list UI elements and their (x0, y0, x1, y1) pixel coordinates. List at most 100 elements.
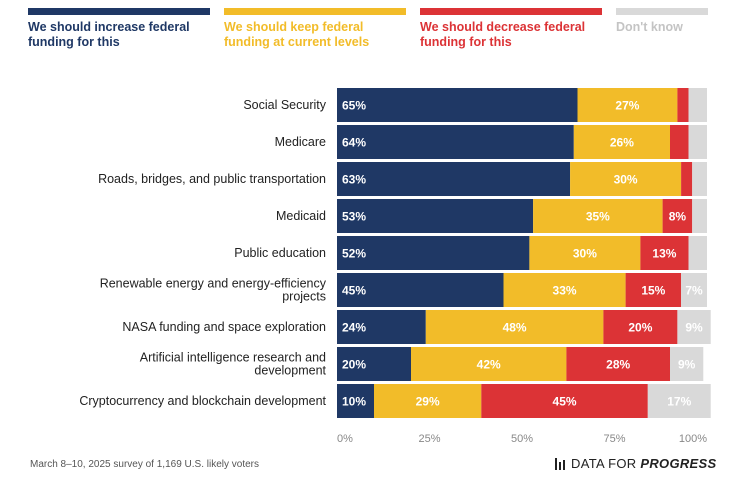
category-label-line: Medicare (275, 135, 326, 149)
bar-value-label: 10% (342, 395, 366, 409)
legend-label: We should decrease federal funding for t… (420, 20, 586, 49)
category-label-line: Cryptocurrency and blockchain developmen… (79, 394, 326, 408)
x-tick-label: 50% (511, 433, 533, 445)
brand-logo: DATA FOR PROGRESS (555, 456, 716, 471)
bar-segment (337, 384, 374, 418)
category-label-line: projects (282, 290, 326, 304)
bar-segment (662, 199, 693, 233)
bar-segment (411, 347, 567, 381)
bar-value-label: 48% (503, 321, 527, 335)
bar-chart-icon (555, 458, 565, 470)
brand-prefix: DATA FOR (571, 456, 641, 471)
bar-segment (688, 236, 707, 270)
bar-value-label: 30% (614, 173, 638, 187)
bar-segment (337, 125, 574, 159)
x-tick-label: 0% (337, 433, 353, 445)
category-label-line: NASA funding and space exploration (122, 320, 326, 334)
brand-emphasis: PROGRESS (640, 456, 717, 471)
bar-value-label: 53% (342, 210, 366, 224)
bar-value-label: 42% (477, 358, 501, 372)
category-label-line: Social Security (243, 98, 326, 112)
legend: We should increase federal funding for t… (28, 8, 718, 68)
x-tick-label: 100% (679, 433, 707, 445)
bar-segment (481, 384, 648, 418)
legend-swatch (28, 8, 210, 15)
bar-segment (337, 199, 534, 233)
legend-item-decrease: We should decrease federal funding for t… (420, 8, 602, 50)
legend-label: We should keep federal funding at curren… (224, 20, 370, 49)
bar-value-label: 35% (586, 210, 610, 224)
bar-value-label: 33% (553, 284, 577, 298)
bar-value-label: 45% (553, 395, 577, 409)
bar-value-label: 29% (416, 395, 440, 409)
category-label: Cryptocurrency and blockchain developmen… (79, 394, 326, 408)
bar-value-label: 28% (606, 358, 630, 372)
bar-value-label: 7% (685, 284, 703, 298)
bar-segment (692, 162, 707, 196)
bar-segment (570, 162, 682, 196)
bar-segment (677, 310, 711, 344)
bar-value-label: 20% (628, 321, 652, 335)
x-tick-label: 25% (418, 433, 440, 445)
bar-segment (337, 162, 571, 196)
bar-value-label: 27% (615, 99, 639, 113)
bar-segment (337, 273, 504, 307)
bar-segment (670, 125, 689, 159)
category-label: Artificial intelligence research and deve… (140, 351, 327, 378)
bar-segment (681, 162, 693, 196)
bar-segment (647, 384, 711, 418)
bar-value-label: 30% (573, 247, 597, 261)
category-label-line: Public education (234, 246, 326, 260)
legend-swatch (420, 8, 602, 15)
bar-segment (670, 347, 704, 381)
bar-segment (677, 88, 689, 122)
bar-value-label: 9% (678, 358, 696, 372)
bar-segment (425, 310, 604, 344)
bar-segment (529, 236, 641, 270)
category-label-line: Medicaid (276, 209, 326, 223)
legend-item-keep: We should keep federal funding at curren… (224, 8, 406, 50)
bar-segment (692, 199, 707, 233)
bar-value-label: 20% (342, 358, 366, 372)
bar-value-label: 17% (667, 395, 691, 409)
bar-value-label: 13% (652, 247, 676, 261)
survey-footnote: March 8–10, 2025 survey of 1,169 U.S. li… (30, 459, 260, 470)
bar-segment (688, 88, 707, 122)
bar-value-label: 26% (610, 136, 634, 150)
bar-value-label: 8% (669, 210, 687, 224)
bar-segment (533, 199, 663, 233)
bar-value-label: 15% (641, 284, 665, 298)
bar-value-label: 63% (342, 173, 366, 187)
legend-label: Don't know (616, 20, 683, 34)
bar-segment (374, 384, 482, 418)
category-label: Medicare (275, 135, 326, 149)
bar-segment (573, 125, 670, 159)
category-label-line: Artificial intelligence research and (140, 351, 326, 365)
bar-segment (337, 310, 426, 344)
bar-segment (640, 236, 689, 270)
bar-value-label: 52% (342, 247, 366, 261)
category-label-line: development (254, 364, 326, 378)
legend-label: We should increase federal funding for t… (28, 20, 190, 49)
category-label: Social Security (243, 98, 326, 112)
legend-item-increase: We should increase federal funding for t… (28, 8, 210, 50)
legend-swatch (224, 8, 406, 15)
bar-value-label: 24% (342, 321, 366, 335)
bar-segment (503, 273, 626, 307)
category-label-line: Renewable energy and energy-efficiency (100, 277, 327, 291)
legend-item-dont-know: Don't know (616, 8, 708, 35)
x-tick-label: 75% (603, 433, 625, 445)
bar-value-label: 64% (342, 136, 366, 150)
category-label: Renewable energy and energy-efficiency pr… (100, 277, 327, 304)
bar-segment (681, 273, 707, 307)
category-label: Roads, bridges, and public transportatio… (98, 172, 326, 186)
category-label: Public education (234, 246, 326, 260)
category-label: Medicaid (276, 209, 326, 223)
bar-segment (625, 273, 682, 307)
bar-segment (688, 125, 707, 159)
category-label-line: Roads, bridges, and public transportatio… (98, 172, 326, 186)
bar-value-label: 9% (685, 321, 703, 335)
category-label: NASA funding and space exploration (122, 320, 326, 334)
bar-segment (337, 88, 578, 122)
